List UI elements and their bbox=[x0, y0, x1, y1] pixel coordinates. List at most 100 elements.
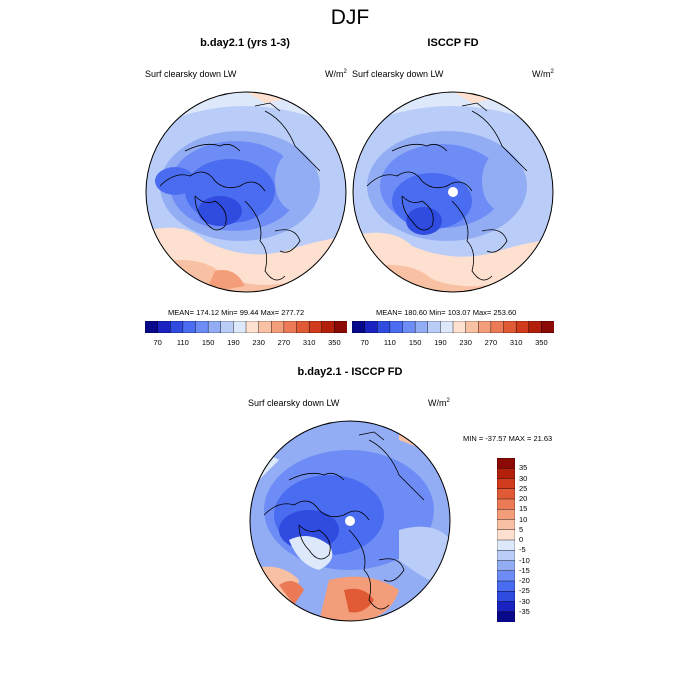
panel1-map bbox=[145, 91, 347, 293]
main-title: DJF bbox=[330, 6, 370, 29]
colorbar-diff-swatch bbox=[497, 539, 515, 551]
colorbar-diff-swatch bbox=[497, 580, 515, 592]
panel3-units: W/m2 bbox=[428, 398, 450, 408]
colorbar-top-right-label: 310 bbox=[509, 338, 523, 347]
colorbar-diff-label: 20 bbox=[519, 494, 528, 503]
colorbar-top-left-swatch bbox=[207, 321, 222, 333]
colorbar-top-right-swatch bbox=[490, 321, 505, 333]
colorbar-diff-labels: 35 30 25 20 15 10 5 0 -5 -10 -15 -20 -25 -30 -35 bbox=[519, 458, 549, 622]
colorbar-top-left-swatch bbox=[182, 321, 197, 333]
colorbar-top-right-swatch bbox=[528, 321, 542, 333]
colorbar-top-left-label: 190 bbox=[227, 338, 240, 347]
colorbar-top-right-swatch bbox=[440, 321, 454, 333]
colorbar-top-left-swatch bbox=[195, 321, 209, 333]
colorbar-diff-label: 35 bbox=[519, 463, 528, 473]
colorbar-diff-label: -35 bbox=[519, 606, 530, 616]
colorbar-top-left-label: 270 bbox=[277, 338, 291, 347]
colorbar-top-right-label: 70 bbox=[360, 338, 369, 347]
colorbar-top-right-swatch bbox=[503, 321, 517, 333]
panel1-title: b.day2.1 (yrs 1-3) bbox=[200, 37, 290, 49]
colorbar-diff bbox=[497, 458, 515, 622]
panel2-stats: MEAN= 180.60 Min= 103.07 Max= 253.60 bbox=[376, 308, 517, 317]
panel2-units: W/m2 bbox=[532, 69, 554, 79]
colorbar-diff-swatch bbox=[497, 468, 515, 480]
colorbar-diff-label: -30 bbox=[519, 596, 530, 606]
colorbar-top-left-swatch bbox=[220, 321, 234, 333]
colorbar-top-right-swatch bbox=[427, 321, 441, 333]
panel3-map bbox=[249, 420, 451, 622]
panel2-map bbox=[352, 91, 554, 293]
colorbar-top-left-swatch bbox=[283, 321, 298, 333]
colorbar-diff-swatch bbox=[497, 519, 515, 531]
panel3-variable-label: Surf clearsky down LW bbox=[248, 398, 340, 408]
colorbar-diff-swatch bbox=[497, 509, 515, 521]
panel1-stats: MEAN= 174.12 Min= 99.44 Max= 277.72 bbox=[168, 308, 305, 317]
panel2-variable-label: Surf clearsky down LW bbox=[352, 69, 444, 79]
colorbar-diff-swatch bbox=[497, 488, 515, 500]
colorbar-top-left-swatch bbox=[245, 321, 260, 333]
colorbar-top-left-swatch bbox=[321, 321, 335, 333]
colorbar-top-right-swatch bbox=[515, 321, 530, 333]
colorbar-diff-swatch bbox=[497, 601, 515, 613]
colorbar-top-right-label: 230 bbox=[459, 338, 472, 347]
colorbar-top-left-labels: 70 110 150 190 230 270 310 350 bbox=[145, 338, 347, 348]
colorbar-diff-label: 5 bbox=[519, 524, 524, 534]
colorbar-top-right bbox=[352, 321, 554, 333]
colorbar-diff-label: -15 bbox=[519, 565, 530, 575]
colorbar-top-right-label: 350 bbox=[535, 338, 548, 347]
colorbar-top-right-label: 190 bbox=[434, 338, 447, 347]
colorbar-diff-swatch bbox=[497, 498, 515, 510]
colorbar-top-left-swatch bbox=[271, 321, 285, 333]
colorbar-top-left-swatch bbox=[334, 321, 347, 333]
colorbar-diff-label: -10 bbox=[519, 555, 530, 565]
colorbar-top-left-label: 110 bbox=[176, 338, 189, 347]
colorbar-diff-label: 30 bbox=[519, 473, 528, 483]
colorbar-diff-label: -20 bbox=[519, 576, 530, 585]
panel1-units: W/m2 bbox=[325, 69, 347, 79]
colorbar-top-right-swatch bbox=[465, 321, 479, 333]
panel2-title: ISCCP FD bbox=[427, 37, 479, 49]
panel1-variable-label: Surf clearsky down LW bbox=[145, 69, 237, 79]
colorbar-diff-swatch bbox=[497, 529, 515, 541]
colorbar-diff-swatch bbox=[497, 611, 515, 622]
colorbar-top-right-swatch bbox=[414, 321, 429, 333]
colorbar-top-right-label: 270 bbox=[484, 338, 498, 347]
colorbar-top-right-swatch bbox=[541, 321, 554, 333]
colorbar-top-left-label: 230 bbox=[252, 338, 265, 347]
colorbar-diff-swatch bbox=[497, 570, 515, 582]
colorbar-diff-label: -25 bbox=[519, 586, 530, 596]
colorbar-top-left-swatch bbox=[170, 321, 184, 333]
colorbar-top-left-swatch bbox=[233, 321, 247, 333]
colorbar-top-right-label: 150 bbox=[408, 338, 422, 347]
colorbar-top-right-swatch bbox=[402, 321, 416, 333]
colorbar-diff-label: 15 bbox=[519, 504, 528, 514]
colorbar-top-right-label: 110 bbox=[383, 338, 396, 347]
colorbar-top-right-labels: 70 110 150 190 230 270 310 350 bbox=[352, 338, 554, 348]
colorbar-top-left-swatch bbox=[258, 321, 272, 333]
colorbar-top-left-swatch bbox=[308, 321, 323, 333]
colorbar-diff-swatch bbox=[497, 458, 515, 469]
colorbar-top-left-swatch bbox=[145, 321, 159, 333]
colorbar-diff-label: -5 bbox=[519, 545, 526, 555]
colorbar-diff-label: 25 bbox=[519, 483, 528, 493]
colorbar-top-left bbox=[145, 321, 347, 333]
colorbar-diff-label: 10 bbox=[519, 514, 528, 524]
colorbar-diff-swatch bbox=[497, 550, 515, 562]
colorbar-top-left-label: 310 bbox=[302, 338, 316, 347]
colorbar-diff-swatch bbox=[497, 591, 515, 603]
colorbar-top-right-swatch bbox=[452, 321, 467, 333]
colorbar-top-left-swatch bbox=[157, 321, 171, 333]
colorbar-top-right-swatch bbox=[478, 321, 492, 333]
colorbar-top-left-label: 70 bbox=[153, 338, 162, 347]
panel3-title: b.day2.1 - ISCCP FD bbox=[297, 366, 403, 378]
colorbar-diff-swatch bbox=[497, 478, 515, 490]
colorbar-top-right-swatch bbox=[389, 321, 404, 333]
colorbar-top-left-swatch bbox=[296, 321, 310, 333]
colorbar-top-right-swatch bbox=[352, 321, 366, 333]
colorbar-diff-swatch bbox=[497, 560, 515, 572]
panel3-stats: MIN = -37.57 MAX = 21.63 bbox=[463, 434, 553, 443]
colorbar-top-right-swatch bbox=[364, 321, 378, 333]
colorbar-diff-label: 0 bbox=[519, 535, 524, 544]
colorbar-top-left-label: 350 bbox=[328, 338, 341, 347]
colorbar-top-left-label: 150 bbox=[201, 338, 215, 347]
